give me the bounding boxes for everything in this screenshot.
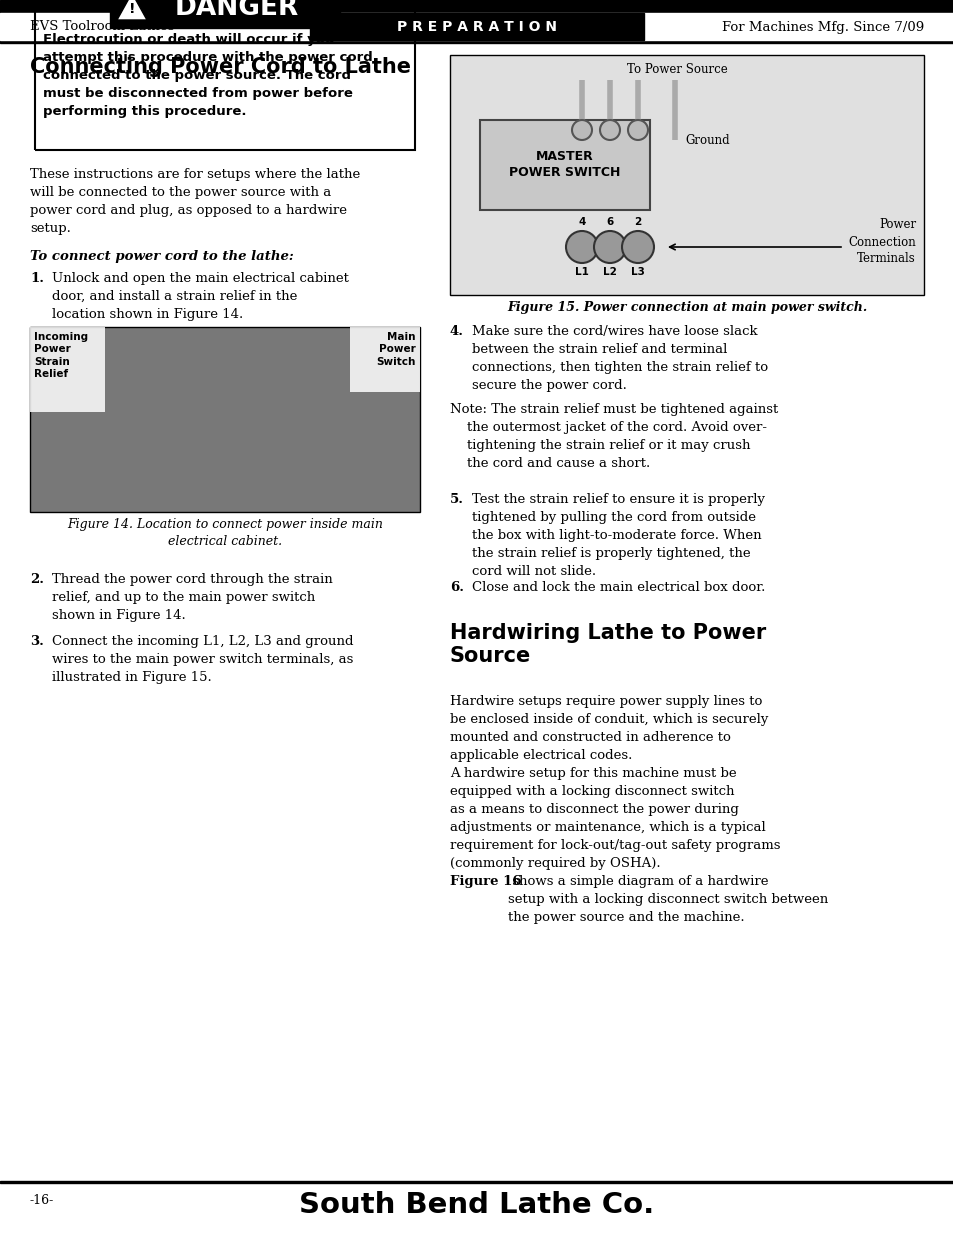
Bar — [0, 0, 953, 14]
Text: Close and lock the main electrical box door.: Close and lock the main electrical box d… — [472, 580, 764, 594]
Text: P R E P A R A T I O N: P R E P A R A T I O N — [396, 20, 557, 35]
Text: DANGER: DANGER — [174, 0, 299, 21]
Bar — [30, 327, 105, 412]
Text: Ground: Ground — [684, 133, 729, 147]
Text: L1: L1 — [575, 267, 588, 277]
Bar — [0, 1181, 953, 1183]
Text: Electrocution or death will occur if you
attempt this procedure with the power c: Electrocution or death will occur if you… — [43, 33, 373, 119]
Text: South Bend Lathe Co.: South Bend Lathe Co. — [299, 1191, 654, 1219]
Text: 3.: 3. — [30, 635, 44, 648]
Bar — [0, 38, 953, 43]
Text: -16-: -16- — [30, 1193, 54, 1207]
Text: Incoming
Power
Strain
Relief: Incoming Power Strain Relief — [34, 332, 88, 379]
Text: For Machines Mfg. Since 7/09: For Machines Mfg. Since 7/09 — [721, 21, 923, 33]
Text: Figure 14. Location to connect power inside main
electrical cabinet.: Figure 14. Location to connect power ins… — [67, 517, 382, 548]
Text: Test the strain relief to ensure it is properly
tightened by pulling the cord fr: Test the strain relief to ensure it is p… — [472, 493, 764, 578]
Text: Note: The strain relief must be tightened against
    the outermost jacket of th: Note: The strain relief must be tightene… — [450, 403, 778, 471]
Bar — [479, 120, 649, 210]
Text: 2.: 2. — [30, 573, 44, 585]
Text: 6.: 6. — [450, 580, 463, 594]
Text: Make sure the cord/wires have loose slack
between the strain relief and terminal: Make sure the cord/wires have loose slac… — [472, 325, 767, 391]
Bar — [35, 0, 415, 149]
Text: Figure 16: Figure 16 — [450, 876, 521, 888]
Text: Connect the incoming L1, L2, L3 and ground
wires to the main power switch termin: Connect the incoming L1, L2, L3 and grou… — [52, 635, 354, 684]
Text: 5.: 5. — [450, 493, 463, 506]
Circle shape — [599, 120, 619, 140]
Text: MASTER: MASTER — [536, 151, 594, 163]
Bar — [30, 327, 419, 513]
Text: L2: L2 — [602, 267, 617, 277]
Text: To Power Source: To Power Source — [626, 63, 726, 77]
Text: POWER SWITCH: POWER SWITCH — [509, 167, 620, 179]
Circle shape — [565, 231, 598, 263]
Text: A hardwire setup for this machine must be
equipped with a locking disconnect swi: A hardwire setup for this machine must b… — [450, 767, 780, 869]
Circle shape — [594, 231, 625, 263]
Text: To connect power cord to the lathe:: To connect power cord to the lathe: — [30, 249, 294, 263]
Bar — [0, 1179, 953, 1235]
Text: EVS Toolroom Lathes: EVS Toolroom Lathes — [30, 21, 174, 33]
Text: 6: 6 — [606, 217, 613, 227]
Text: Unlock and open the main electrical cabinet
door, and install a strain relief in: Unlock and open the main electrical cabi… — [52, 272, 349, 321]
Text: shows a simple diagram of a hardwire
setup with a locking disconnect switch betw: shows a simple diagram of a hardwire set… — [507, 876, 827, 924]
Polygon shape — [117, 0, 147, 20]
Text: 1.: 1. — [30, 272, 44, 285]
Bar — [0, 14, 953, 40]
Text: Connecting Power Cord to Lathe: Connecting Power Cord to Lathe — [30, 57, 411, 77]
Text: L3: L3 — [630, 267, 644, 277]
Bar — [450, 56, 923, 295]
Text: Main
Power
Switch: Main Power Switch — [376, 332, 416, 367]
Text: Power
Connection
Terminals: Power Connection Terminals — [847, 219, 915, 266]
Circle shape — [621, 231, 654, 263]
Text: !: ! — [129, 2, 135, 16]
Text: 4.: 4. — [450, 325, 463, 338]
Text: Hardwiring Lathe to Power
Source: Hardwiring Lathe to Power Source — [450, 622, 765, 666]
Bar — [350, 327, 419, 391]
Circle shape — [572, 120, 592, 140]
Bar — [310, 14, 643, 40]
Bar — [110, 0, 339, 28]
Text: Hardwire setups require power supply lines to
be enclosed inside of conduit, whi: Hardwire setups require power supply lin… — [450, 695, 767, 762]
Text: 4: 4 — [578, 217, 585, 227]
Circle shape — [627, 120, 647, 140]
Text: Thread the power cord through the strain
relief, and up to the main power switch: Thread the power cord through the strain… — [52, 573, 333, 622]
Text: Figure 15. Power connection at main power switch.: Figure 15. Power connection at main powe… — [506, 301, 866, 314]
Text: 2: 2 — [634, 217, 641, 227]
Text: These instructions are for setups where the lathe
will be connected to the power: These instructions are for setups where … — [30, 168, 360, 235]
